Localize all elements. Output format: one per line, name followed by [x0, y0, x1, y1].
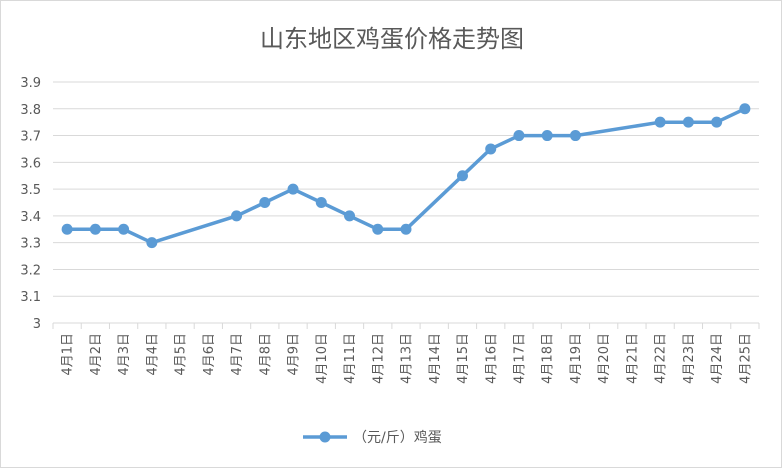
x-tick-label: 4月13日	[400, 333, 415, 384]
data-point	[118, 223, 130, 235]
data-point	[400, 223, 412, 235]
x-tick-label: 4月25日	[738, 333, 753, 384]
data-point	[231, 210, 243, 222]
x-tick-label: 4月6日	[202, 333, 217, 376]
x-tick-label: 4月10日	[315, 333, 330, 384]
x-tick-label: 4月11日	[343, 333, 358, 384]
legend-label: （元/斤）鸡蛋	[353, 429, 442, 446]
data-point	[541, 130, 553, 142]
data-point	[682, 116, 694, 128]
data-point	[287, 183, 299, 195]
y-tick-label: 3.5	[20, 183, 41, 198]
data-point	[654, 116, 666, 128]
x-tick-label: 4月15日	[456, 333, 471, 384]
x-tick-label: 4月7日	[230, 333, 245, 376]
data-point	[513, 130, 525, 142]
y-tick-label: 3.3	[20, 237, 41, 252]
x-tick-label: 4月17日	[513, 333, 528, 384]
data-point	[344, 210, 356, 222]
x-tick-label: 4月1日	[61, 333, 76, 376]
data-point	[456, 170, 468, 182]
data-point	[61, 223, 73, 235]
y-tick-label: 3.2	[20, 263, 41, 278]
data-point	[146, 237, 158, 249]
x-tick-label: 4月22日	[654, 333, 669, 384]
data-point	[711, 116, 723, 128]
x-tick-label: 4月19日	[569, 333, 584, 384]
x-tick-label: 4月12日	[371, 333, 386, 384]
x-tick-label: 4月14日	[428, 333, 443, 384]
data-point	[89, 223, 101, 235]
x-tick-label: 4月20日	[597, 333, 612, 384]
x-tick-label: 4月24日	[710, 333, 725, 384]
data-point	[259, 197, 271, 208]
y-tick-label: 3.1	[20, 290, 41, 305]
data-point	[569, 130, 581, 142]
x-tick-label: 4月3日	[117, 333, 132, 376]
x-tick-label: 4月16日	[484, 333, 499, 384]
y-tick-label: 3.6	[20, 156, 41, 171]
x-tick-label: 4月18日	[541, 333, 556, 384]
series-line	[67, 107, 746, 245]
data-point	[372, 223, 384, 235]
data-point	[315, 197, 327, 208]
x-tick-label: 4月8日	[258, 333, 273, 376]
x-tick-label: 4月5日	[174, 333, 189, 376]
y-tick-label: 3.7	[20, 130, 41, 145]
legend-marker	[319, 431, 331, 443]
y-tick-label: 3.9	[20, 76, 41, 91]
y-tick-label: 3.8	[20, 103, 41, 118]
data-point	[485, 143, 497, 155]
x-tick-label: 4月2日	[89, 333, 104, 376]
x-tick-label: 4月4日	[145, 333, 160, 376]
x-tick-label: 4月9日	[287, 333, 302, 376]
x-tick-label: 4月21日	[625, 333, 640, 384]
data-point	[739, 103, 751, 115]
y-tick-label: 3.4	[20, 210, 41, 225]
x-tick-label: 4月23日	[682, 333, 697, 384]
y-tick-label: 3	[33, 317, 41, 332]
chart-title: 山东地区鸡蛋价格走势图	[260, 25, 524, 53]
